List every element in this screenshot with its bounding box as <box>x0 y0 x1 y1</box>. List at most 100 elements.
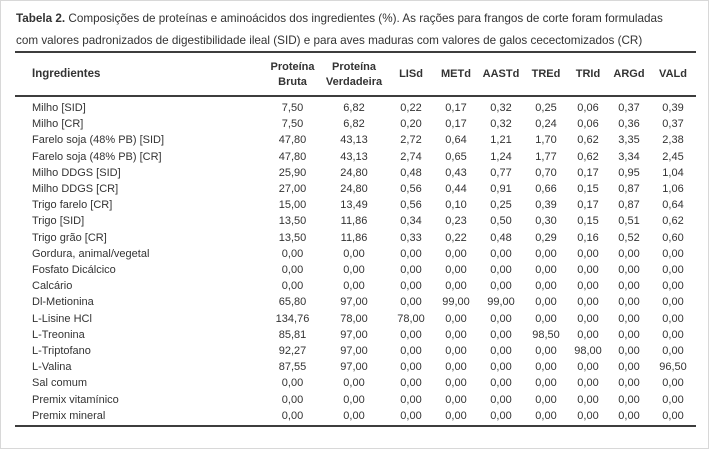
value-cell: 0,22 <box>400 102 422 114</box>
table-row: L-Valina 87,55 97,00 0,00 0,00 0,00 0,00 0,00 0,… <box>15 359 696 375</box>
value-cell: 0,17 <box>577 199 599 212</box>
value-cell: 0,00 <box>577 312 599 325</box>
table-row: Milho [CR] 7,50 6,82 0,20 0,17 0,32 0,24 0,06 0,… <box>15 116 696 132</box>
table-row: Farelo soja (48% PB) [SID] 47,80 43,13 2,72… <box>15 132 696 148</box>
value-cell: 0,00 <box>618 264 640 277</box>
value-cell: 0,56 <box>400 199 422 212</box>
value-cell: 27,00 <box>278 183 307 196</box>
value-cell: 0,00 <box>445 345 467 358</box>
value-cell: 0,22 <box>445 231 467 244</box>
value-cell: 0,39 <box>662 102 684 114</box>
value-cell: 0,00 <box>445 280 467 293</box>
ingredient-name: Farelo soja (48% PB) [CR] <box>32 150 162 163</box>
value-cell: 0,17 <box>577 166 599 179</box>
value-cell: 0,00 <box>662 280 684 293</box>
value-cell: 2,72 <box>400 134 422 147</box>
value-cell: 0,00 <box>400 345 422 358</box>
column-header: TREd <box>531 68 561 81</box>
value-cell: 0,00 <box>535 377 557 390</box>
value-cell: 87,55 <box>278 361 307 374</box>
value-cell: 0,16 <box>577 231 599 244</box>
value-cell: 78,00 <box>340 312 368 325</box>
value-cell: 0,00 <box>281 280 304 293</box>
value-cell: 0,65 <box>445 150 467 163</box>
value-cell: 0,00 <box>400 361 422 374</box>
value-cell: 0,00 <box>343 377 365 390</box>
value-cell: 0,17 <box>445 102 467 114</box>
value-cell: 0,00 <box>445 377 467 390</box>
ingredient-name: Calcário <box>32 280 73 293</box>
value-cell: 0,00 <box>577 328 599 341</box>
value-cell: 0,00 <box>618 393 640 406</box>
value-cell: 3,34 <box>618 150 640 163</box>
value-cell: 0,52 <box>618 231 640 244</box>
ingredients-table: Ingredientes Proteína Bruta Proteína Verda… <box>15 51 696 428</box>
value-cell: 0,20 <box>400 118 422 131</box>
value-cell: 96,50 <box>659 361 687 374</box>
table-row: Trigo farelo [CR] 15,00 13,49 0,56 0,10 0,25 0… <box>15 197 696 213</box>
value-cell: 15,00 <box>278 199 307 212</box>
value-cell: 0,00 <box>535 393 557 406</box>
value-cell: 1,24 <box>490 150 512 163</box>
value-cell: 0,00 <box>535 345 557 358</box>
table-row: L-Treonina 85,81 97,00 0,00 0,00 0,00 98,50 0,0… <box>15 327 696 343</box>
value-cell: 0,10 <box>445 199 467 212</box>
value-cell: 7,50 <box>281 102 304 114</box>
value-cell: 13,50 <box>278 231 307 244</box>
value-cell: 0,00 <box>343 393 365 406</box>
value-cell: 99,00 <box>487 296 515 309</box>
column-header: ARGd <box>613 68 645 81</box>
value-cell: 0,33 <box>400 231 422 244</box>
value-cell: 24,80 <box>340 183 368 196</box>
ingredient-name: Gordura, animal/vegetal <box>32 247 150 260</box>
value-cell: 0,23 <box>445 215 467 228</box>
column-header: METd <box>441 68 471 81</box>
value-cell: 0,62 <box>577 134 599 147</box>
value-cell: 0,51 <box>618 215 640 228</box>
value-cell: 0,00 <box>400 264 422 277</box>
value-cell: 1,70 <box>535 134 557 147</box>
value-cell: 0,48 <box>490 231 512 244</box>
value-cell: 24,80 <box>340 166 368 179</box>
value-cell: 0,00 <box>400 247 422 260</box>
value-cell: 0,64 <box>662 199 684 212</box>
table-body: Milho [SID] 7,50 6,82 0,22 0,17 0,32 0,25 0,06 0… <box>15 96 696 426</box>
value-cell: 0,00 <box>618 247 640 260</box>
value-cell: 0,62 <box>662 215 684 228</box>
value-cell: 0,00 <box>400 393 422 406</box>
value-cell: 0,06 <box>577 102 599 114</box>
value-cell: 0,17 <box>445 118 467 131</box>
ingredient-name: Milho [SID] <box>32 102 86 114</box>
value-cell: 97,00 <box>340 328 368 341</box>
value-cell: 0,00 <box>577 409 599 422</box>
table-caption-line2: com valores padronizados de digestibilid… <box>16 33 643 47</box>
value-cell: 0,00 <box>662 296 684 309</box>
table-row: Fosfato Dicálcico 0,00 0,00 0,00 0,00 0,00 0,0… <box>15 262 696 278</box>
value-cell: 0,00 <box>400 280 422 293</box>
table-caption: Tabela 2. Composições de proteínas e ami… <box>1 1 696 51</box>
table-row: L-Triptofano 92,27 97,00 0,00 0,00 0,00 0,00 98… <box>15 343 696 359</box>
column-header: TRId <box>575 68 601 81</box>
value-cell: 0,00 <box>662 247 684 260</box>
value-cell: 0,30 <box>535 215 557 228</box>
table-row: Trigo [SID] 13,50 11,86 0,34 0,23 0,50 0,30 0,1… <box>15 213 696 229</box>
value-cell: 0,00 <box>662 409 684 422</box>
value-cell: 0,00 <box>490 409 512 422</box>
value-cell: 0,00 <box>281 247 304 260</box>
column-header: VALd <box>659 68 687 81</box>
table-row: L-Lisine HCl 134,76 78,00 78,00 0,00 0,00 0,00… <box>15 311 696 327</box>
value-cell: 0,00 <box>577 296 599 309</box>
table-row: Milho [SID] 7,50 6,82 0,22 0,17 0,32 0,25 0,06 0… <box>15 96 696 116</box>
value-cell: 0,56 <box>400 183 422 196</box>
value-cell: 0,00 <box>281 409 304 422</box>
table-row: Sal comum 0,00 0,00 0,00 0,00 0,00 0,00 0,00 0,0… <box>15 375 696 391</box>
value-cell: 92,27 <box>278 345 307 358</box>
ingredient-name: Trigo grão [CR] <box>32 231 107 244</box>
value-cell: 0,66 <box>535 183 557 196</box>
value-cell: 0,00 <box>490 264 512 277</box>
value-cell: 0,00 <box>400 296 422 309</box>
value-cell: 0,00 <box>281 377 304 390</box>
value-cell: 0,00 <box>662 345 684 358</box>
value-cell: 0,15 <box>577 215 599 228</box>
value-cell: 0,06 <box>577 118 599 131</box>
